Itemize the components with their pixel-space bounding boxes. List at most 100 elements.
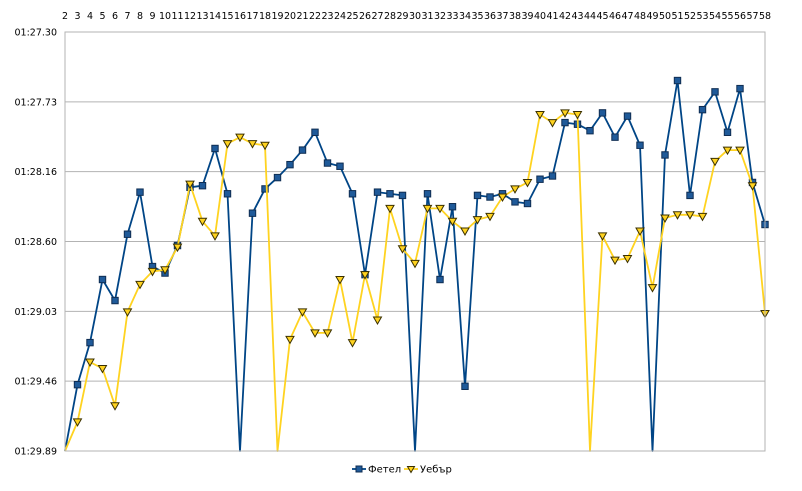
x-tick-label: 9 bbox=[149, 11, 155, 22]
y-tick-label: 01:29.89 bbox=[15, 447, 58, 458]
x-tick-label: 52 bbox=[684, 11, 696, 22]
data-point bbox=[260, 141, 270, 151]
data-point bbox=[560, 109, 570, 118]
data-point bbox=[210, 232, 220, 241]
data-point bbox=[661, 151, 669, 159]
y-tick-label: 01:27.73 bbox=[15, 97, 58, 108]
data-point bbox=[636, 141, 644, 149]
x-tick-label: 55 bbox=[721, 11, 733, 22]
x-tick-label: 21 bbox=[296, 11, 308, 22]
data-point bbox=[736, 84, 744, 93]
x-tick-label: 3 bbox=[74, 11, 80, 22]
data-point bbox=[460, 227, 470, 236]
x-tick-label: 16 bbox=[234, 11, 246, 22]
data-point bbox=[723, 128, 732, 137]
data-point bbox=[261, 185, 269, 193]
x-axis-tick-labels: 2 3 4 5 6 7 8 9 10 11 12 13 14 15 16 17 18 19 20 21 22 23 24 25… bbox=[62, 11, 771, 22]
data-point bbox=[247, 140, 258, 149]
data-point bbox=[436, 275, 444, 284]
x-tick-label: 10 bbox=[159, 11, 171, 22]
y-tick-label: 01:27.30 bbox=[15, 28, 58, 39]
data-point bbox=[397, 245, 408, 254]
x-tick-label: 25 bbox=[346, 11, 358, 22]
x-tick-label: 2 bbox=[62, 11, 68, 22]
data-point bbox=[185, 180, 195, 190]
x-tick-label: 8 bbox=[137, 11, 143, 22]
x-tick-label: 58 bbox=[759, 11, 771, 22]
data-point bbox=[372, 316, 383, 325]
data-point bbox=[310, 329, 320, 338]
data-point bbox=[686, 191, 694, 200]
data-point bbox=[122, 308, 133, 317]
x-tick-label: 49 bbox=[646, 11, 658, 22]
x-tick-label: 7 bbox=[124, 11, 130, 22]
data-point bbox=[285, 335, 295, 345]
x-tick-label: 11 bbox=[171, 11, 183, 22]
data-point bbox=[347, 339, 358, 348]
data-point bbox=[548, 172, 557, 180]
x-tick-label: 19 bbox=[271, 11, 283, 22]
data-point bbox=[323, 159, 332, 167]
data-point bbox=[523, 199, 532, 208]
x-tick-label: 41 bbox=[546, 11, 558, 22]
legend-marker bbox=[355, 465, 363, 473]
data-point bbox=[172, 243, 183, 253]
data-point bbox=[373, 188, 382, 196]
x-tick-label: 27 bbox=[371, 11, 383, 22]
x-tick-label: 38 bbox=[509, 11, 521, 22]
data-point bbox=[561, 118, 569, 127]
plot-frame bbox=[64, 31, 766, 452]
data-point bbox=[222, 140, 233, 149]
data-point bbox=[336, 162, 344, 170]
data-point bbox=[422, 204, 433, 214]
data-point bbox=[586, 126, 594, 135]
x-tick-label: 23 bbox=[321, 11, 333, 22]
data-point bbox=[135, 280, 145, 290]
x-tick-label: 46 bbox=[609, 11, 621, 22]
data-point bbox=[461, 382, 469, 390]
data-point bbox=[511, 198, 519, 206]
x-tick-label: 18 bbox=[259, 11, 271, 22]
x-tick-label: 42 bbox=[559, 11, 571, 22]
x-tick-label: 48 bbox=[634, 11, 646, 22]
x-tick-label: 22 bbox=[309, 11, 321, 22]
data-point bbox=[410, 259, 420, 269]
x-tick-label: 31 bbox=[421, 11, 433, 22]
data-point bbox=[136, 188, 144, 196]
y-tick-label: 01:28.60 bbox=[15, 237, 58, 248]
x-tick-label: 44 bbox=[584, 11, 596, 22]
x-tick-label: 20 bbox=[284, 11, 296, 22]
x-tick-label: 26 bbox=[359, 11, 371, 22]
x-tick-label: 17 bbox=[246, 11, 258, 22]
x-tick-label: 12 bbox=[184, 11, 196, 22]
data-point bbox=[485, 212, 495, 222]
legend-label: Фетел bbox=[368, 465, 401, 476]
data-point bbox=[111, 296, 119, 305]
data-point bbox=[672, 211, 683, 220]
data-point bbox=[610, 256, 620, 266]
x-tick-label: 57 bbox=[746, 11, 758, 22]
data-point bbox=[298, 146, 307, 154]
data-point bbox=[698, 105, 707, 114]
x-tick-label: 34 bbox=[459, 11, 471, 22]
x-tick-label: 4 bbox=[87, 11, 93, 22]
data-point bbox=[85, 358, 95, 368]
x-tick-label: 35 bbox=[471, 11, 483, 22]
data-point bbox=[110, 402, 120, 411]
data-point bbox=[547, 119, 558, 128]
y-tick-label: 01:29.46 bbox=[15, 377, 58, 388]
data-point bbox=[197, 217, 208, 227]
data-point bbox=[423, 190, 432, 198]
data-point bbox=[486, 193, 494, 201]
data-point bbox=[536, 175, 544, 183]
data-point bbox=[473, 191, 482, 200]
x-tick-label: 50 bbox=[659, 11, 671, 22]
data-point bbox=[248, 209, 257, 217]
data-point bbox=[348, 190, 357, 198]
x-tick-label: 43 bbox=[571, 11, 583, 22]
data-point bbox=[447, 217, 458, 227]
data-point bbox=[235, 133, 245, 143]
x-tick-label: 6 bbox=[112, 11, 118, 22]
x-tick-label: 14 bbox=[209, 11, 221, 22]
